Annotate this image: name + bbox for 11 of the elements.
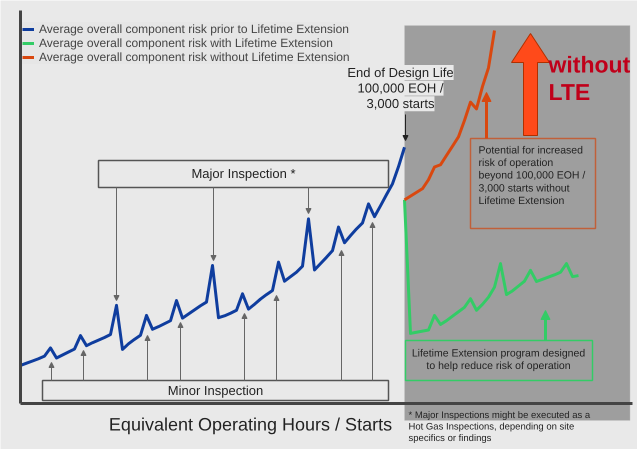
legend-label: Average overall component risk prior to Lifetime Extension xyxy=(39,22,349,36)
x-axis-title: Equivalent Operating Hours / Starts xyxy=(108,414,392,434)
annotation: Lifetime Extension program designed to help reduce risk of operation xyxy=(412,348,586,372)
legend-label: Average overall component risk without Lifetime Extension xyxy=(39,50,350,64)
annotation: Major Inspection * xyxy=(191,166,296,181)
annotation: Potential for increased risk of operation beyond 100,000 EOH / 3,000 starts without Lifetime Extension xyxy=(478,144,586,207)
annotation: End of Design Life 100,000 EOH / 3,000 starts xyxy=(347,65,454,112)
text: * Major Inspections might be executed as a Hot Gas Inspections, depending on site specifics or findings xyxy=(408,410,591,444)
annotation: Minor Inspection xyxy=(168,383,264,398)
annotation: without LTE xyxy=(548,52,631,106)
legend-label: Average overall component risk with Lifetime Extension xyxy=(39,36,333,50)
